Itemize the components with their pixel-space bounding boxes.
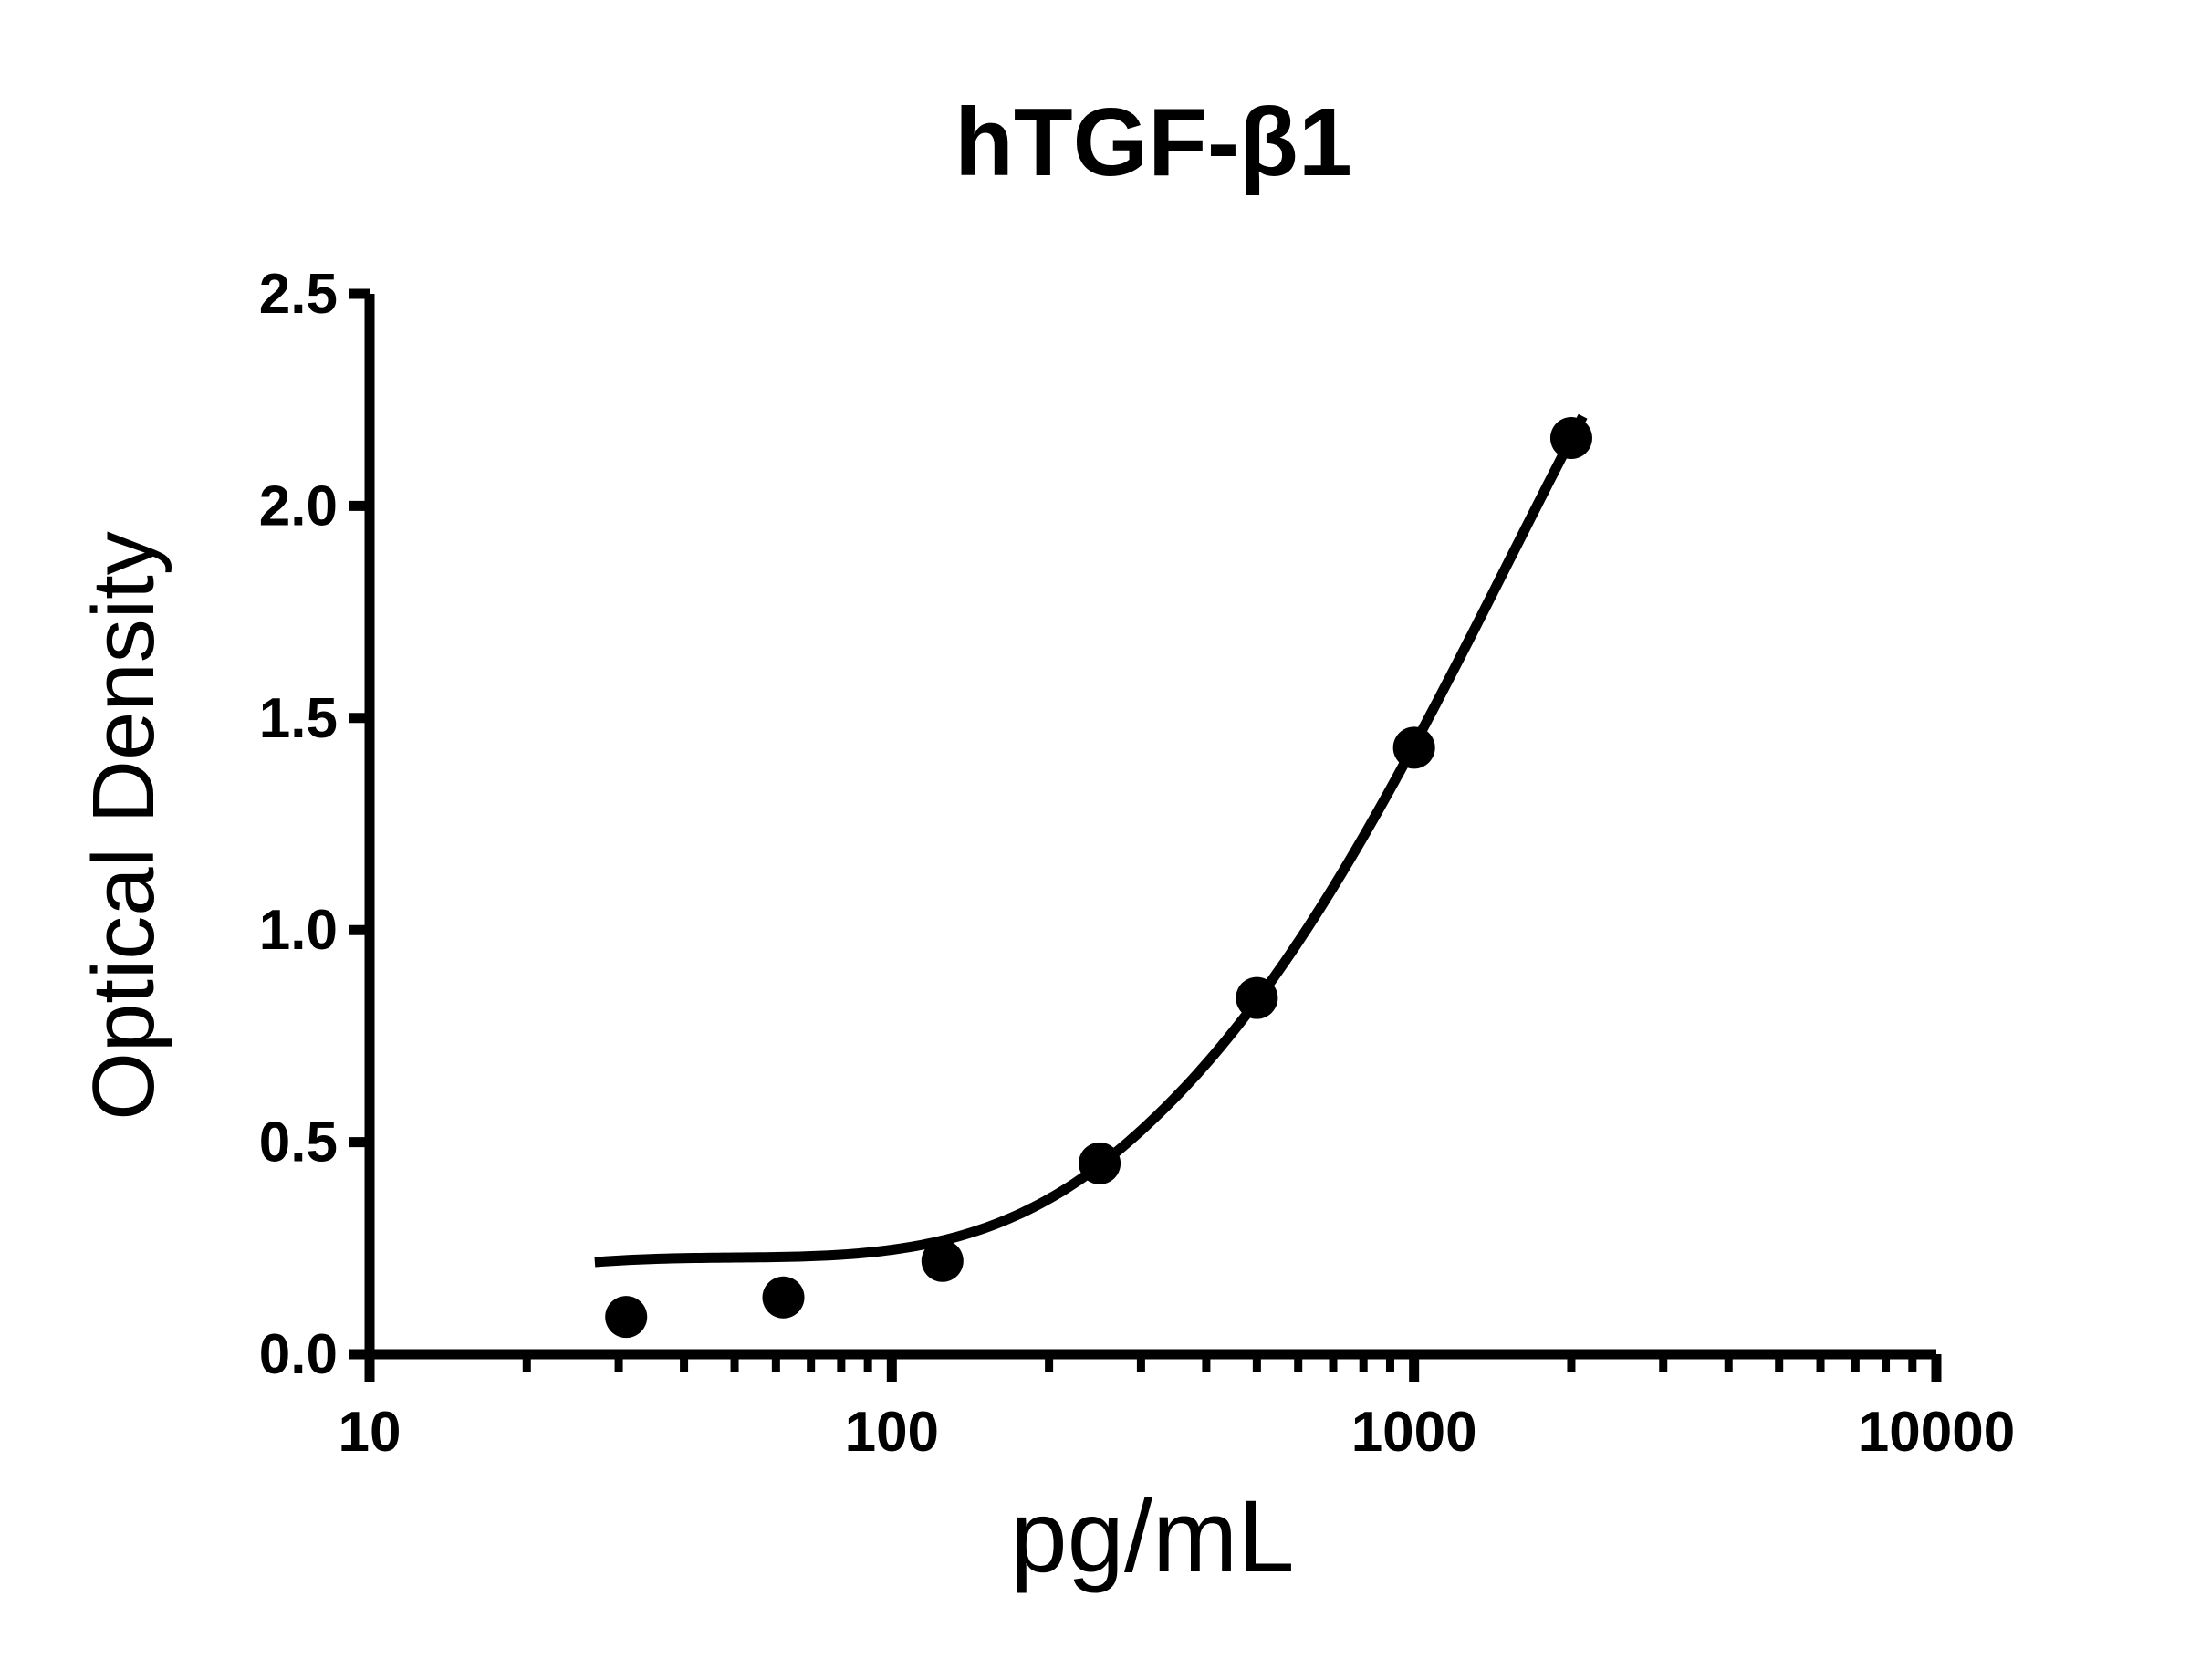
svg-text:pg/mL: pg/mL	[1010, 1479, 1294, 1593]
svg-text:1.0: 1.0	[259, 899, 338, 962]
svg-text:1000: 1000	[1351, 1401, 1477, 1464]
svg-text:1.5: 1.5	[259, 687, 338, 750]
svg-text:0.0: 0.0	[259, 1323, 338, 1386]
svg-text:10: 10	[339, 1401, 402, 1464]
svg-text:hTGF-β1: hTGF-β1	[954, 89, 1352, 196]
svg-text:10000: 10000	[1858, 1401, 2015, 1464]
svg-text:2.5: 2.5	[259, 263, 338, 326]
svg-text:Optical Density: Optical Density	[75, 531, 172, 1121]
svg-text:2.0: 2.0	[259, 475, 338, 537]
svg-text:0.5: 0.5	[259, 1111, 338, 1174]
svg-text:100: 100	[845, 1401, 939, 1464]
